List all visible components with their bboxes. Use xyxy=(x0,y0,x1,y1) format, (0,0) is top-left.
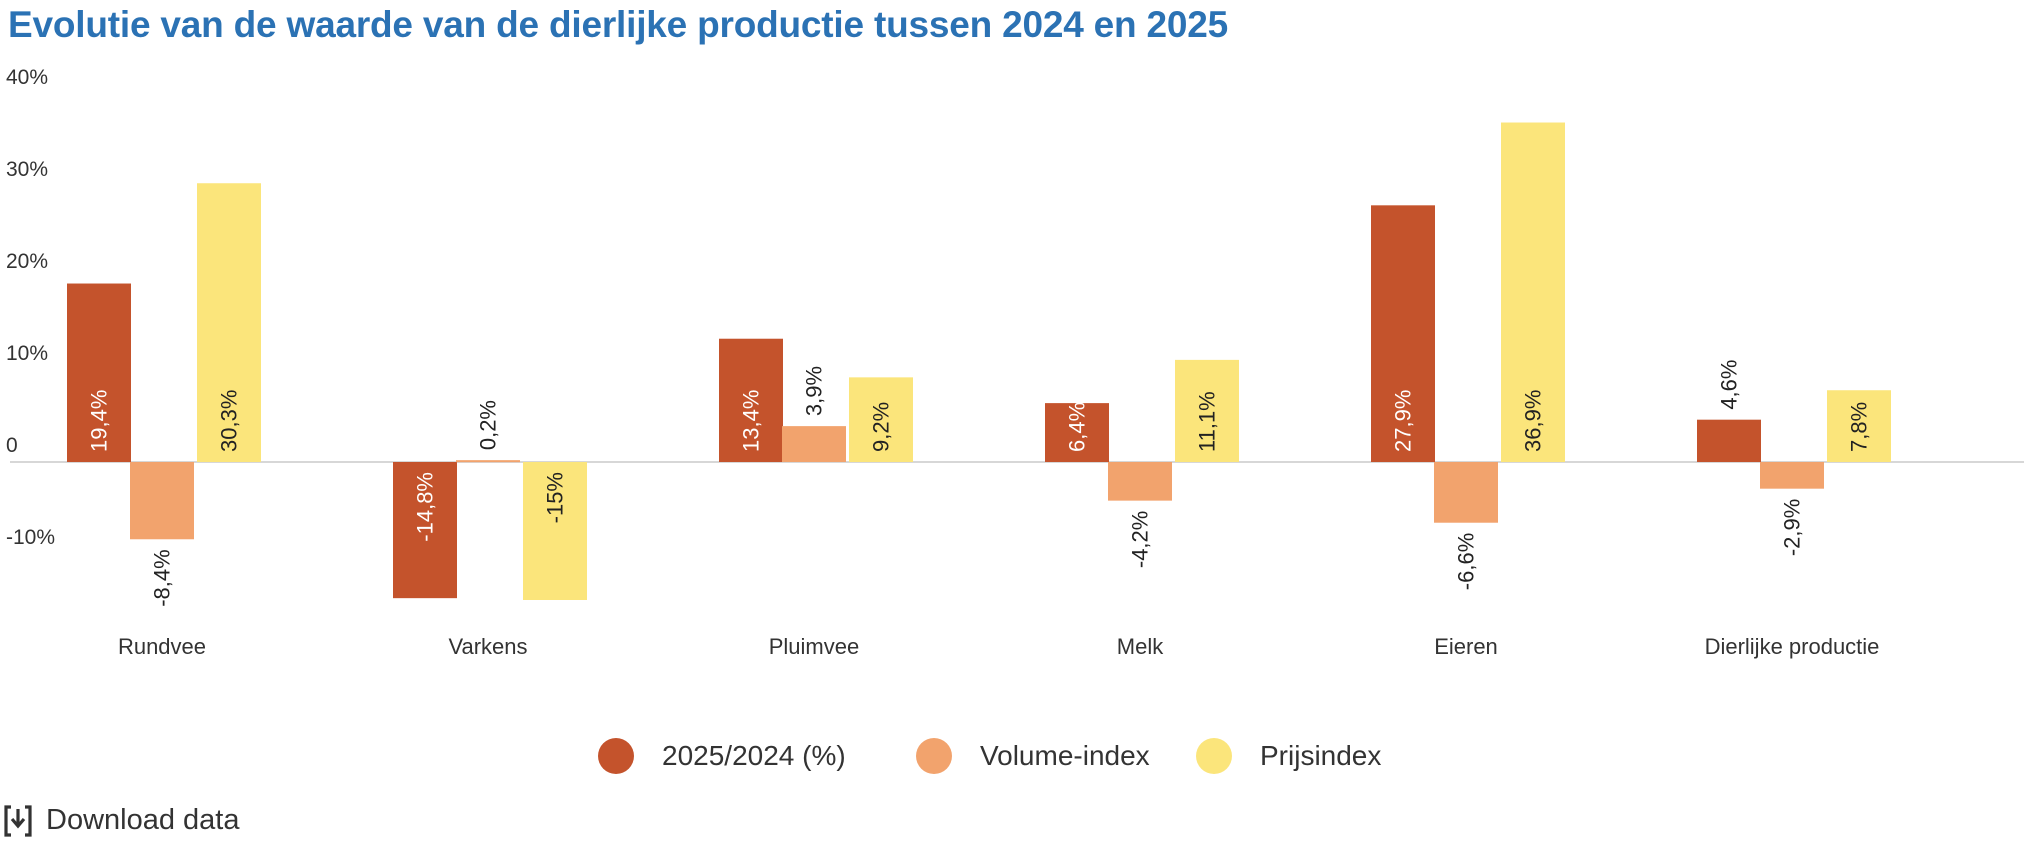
y-tick-label: 30% xyxy=(6,158,48,181)
data-labels: 19,4% -8,4% 30,3% -14,8% 0,2% -15% 13,4% 3,9% 9,… xyxy=(87,360,1872,607)
legend-item[interactable]: Volume-index xyxy=(916,738,1150,774)
legend-marker xyxy=(1196,738,1232,774)
bar-prijsindex-melk[interactable] xyxy=(1175,359,1239,462)
data-label: -6,6% xyxy=(1454,533,1479,590)
x-axis-categories: Rundvee Varkens Pluimvee Melk Eieren Dierlijk… xyxy=(118,634,1879,659)
legend-marker xyxy=(598,738,634,774)
bar-volume-index-varkens[interactable] xyxy=(456,460,520,463)
data-label: -15% xyxy=(543,472,568,523)
bar-2025-2024--pluimvee[interactable] xyxy=(719,338,783,462)
legend-item[interactable]: Prijsindex xyxy=(1196,738,1381,774)
data-label: 27,9% xyxy=(1391,390,1416,452)
bar-volume-index-eieren[interactable] xyxy=(1434,462,1498,523)
data-label: -4,2% xyxy=(1128,511,1153,568)
data-label: -2,9% xyxy=(1780,499,1805,556)
x-category-label: Melk xyxy=(1117,634,1164,659)
data-label: 3,9% xyxy=(802,366,827,416)
legend[interactable]: 2025/2024 (%) Volume-index Prijsindex xyxy=(598,738,1381,774)
data-label: 9,2% xyxy=(869,402,894,452)
legend-marker xyxy=(916,738,952,774)
bar-volume-index-dierlijke-productie[interactable] xyxy=(1760,462,1824,489)
data-label: -14,8% xyxy=(413,472,438,542)
x-category-label: Eieren xyxy=(1434,634,1498,659)
y-axis: 40% 30% 20% 10% 0 -10% xyxy=(6,66,2024,549)
bar-2025-2024--melk[interactable] xyxy=(1045,403,1109,462)
data-label: 7,8% xyxy=(1847,402,1872,452)
download-icon xyxy=(4,804,32,837)
bar-prijsindex-pluimvee[interactable] xyxy=(849,377,913,462)
bar-volume-index-pluimvee[interactable] xyxy=(782,426,846,462)
data-label: 0,2% xyxy=(476,400,501,450)
data-label: 30,3% xyxy=(217,390,242,452)
bar-prijsindex-varkens[interactable] xyxy=(523,462,587,600)
x-category-label: Varkens xyxy=(448,634,527,659)
bar-prijsindex-rundvee[interactable] xyxy=(197,183,261,463)
download-data-button[interactable]: Download data xyxy=(4,804,239,837)
data-label: 4,6% xyxy=(1717,360,1742,410)
data-label: 36,9% xyxy=(1521,390,1546,452)
data-label: 11,1% xyxy=(1195,391,1220,452)
legend-item[interactable]: 2025/2024 (%) xyxy=(598,738,846,774)
bar-chart: 40% 30% 20% 10% 0 -10% 19,4% -8,4% 30,3% -14,8% 0… xyxy=(6,66,2024,774)
bar-2025-2024--eieren[interactable] xyxy=(1371,205,1435,462)
x-category-label: Rundvee xyxy=(118,634,206,659)
bar-2025-2024--dierlijke-productie[interactable] xyxy=(1697,419,1761,462)
download-label: Download data xyxy=(46,804,240,836)
bar-2025-2024--varkens[interactable] xyxy=(393,462,457,599)
bar-prijsindex-eieren[interactable] xyxy=(1501,122,1565,463)
y-tick-label: 40% xyxy=(6,66,48,89)
bar-volume-index-rundvee[interactable] xyxy=(130,462,194,540)
data-label: -8,4% xyxy=(150,549,175,606)
bar-prijsindex-dierlijke-productie[interactable] xyxy=(1827,390,1891,462)
y-tick-label: 20% xyxy=(6,250,48,273)
y-tick-label: 0 xyxy=(6,434,18,457)
data-label: 19,4% xyxy=(87,390,112,452)
bar-2025-2024--rundvee[interactable] xyxy=(67,283,131,462)
bar-volume-index-melk[interactable] xyxy=(1108,462,1172,501)
data-label: 6,4% xyxy=(1065,402,1090,452)
x-category-label: Pluimvee xyxy=(769,634,859,659)
x-category-label: Dierlijke productie xyxy=(1705,634,1880,659)
legend-label: 2025/2024 (%) xyxy=(662,740,846,771)
bars xyxy=(67,122,1891,600)
data-label: 13,4% xyxy=(739,390,764,452)
y-tick-label: -10% xyxy=(6,526,55,549)
y-tick-label: 10% xyxy=(6,342,48,365)
legend-label: Prijsindex xyxy=(1260,740,1381,771)
chart-title: Evolutie van de waarde van de dierlijke … xyxy=(8,4,1229,45)
legend-label: Volume-index xyxy=(980,740,1150,771)
